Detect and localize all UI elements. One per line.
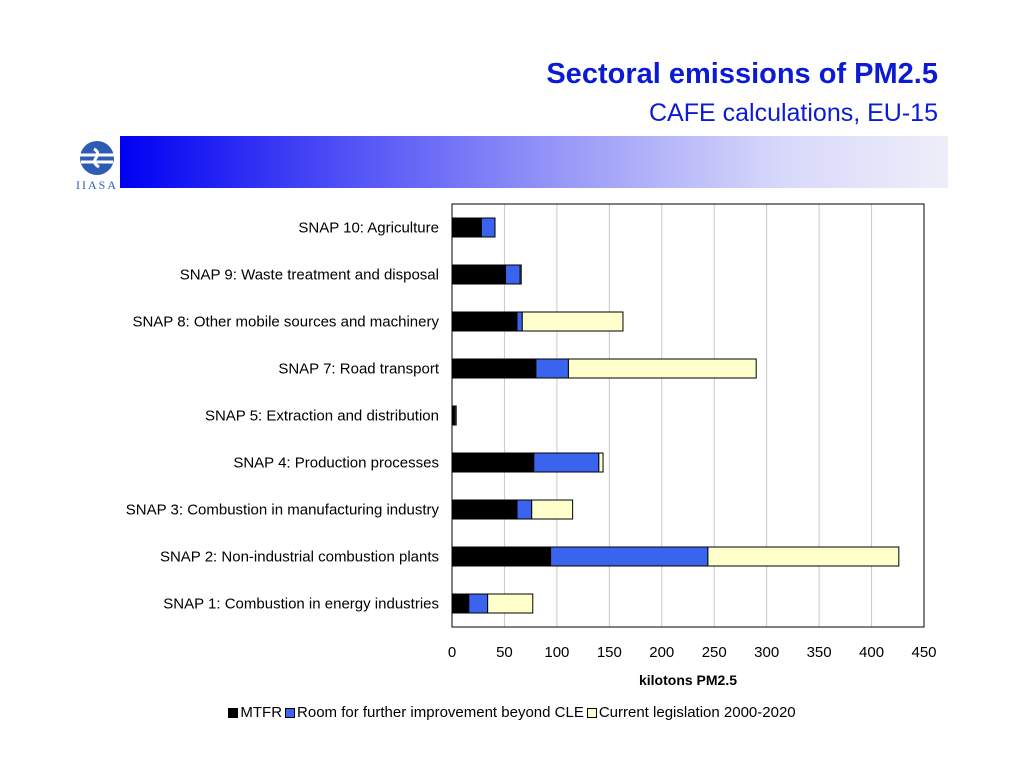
bar-segment xyxy=(480,217,496,238)
bar-chart: SNAP 10: Agriculture SNAP 9: Waste treatm… xyxy=(126,203,937,688)
bar-segment xyxy=(451,311,518,332)
x-tick-label: 250 xyxy=(702,644,727,661)
header-banner xyxy=(120,136,948,188)
legend-label: MTFR xyxy=(240,704,283,721)
x-tick-label: 300 xyxy=(754,644,779,661)
bar-segment xyxy=(550,546,709,567)
bar-segment xyxy=(598,452,604,473)
bar-segment xyxy=(451,217,482,238)
legend-label: Current legislation 2000-2020 xyxy=(598,704,796,721)
bar-segment xyxy=(516,311,523,332)
category-label: SNAP 5: Extraction and distribution xyxy=(205,408,439,425)
x-tick-label: 200 xyxy=(649,644,674,661)
iiasa-logo-icon: IIASA xyxy=(72,136,122,192)
legend-label: Room for further improvement beyond CLE xyxy=(297,704,584,721)
category-label: SNAP 4: Production processes xyxy=(233,455,439,472)
legend-swatch xyxy=(285,707,296,718)
category-label: SNAP 3: Combustion in manufacturing indu… xyxy=(126,502,440,519)
page-subtitle: CAFE calculations, EU-15 xyxy=(648,99,938,127)
bar-segment xyxy=(451,499,518,520)
bar-segment xyxy=(451,452,535,473)
bar-segment xyxy=(468,593,489,614)
category-label: SNAP 1: Combustion in energy industries xyxy=(163,596,439,613)
category-label: SNAP 2: Non-industrial combustion plants xyxy=(160,549,439,566)
bar-segment xyxy=(521,311,624,332)
legend-item: MTFR xyxy=(228,704,282,721)
bar-segment xyxy=(451,264,506,285)
bar-segment xyxy=(451,546,552,567)
x-tick-label: 450 xyxy=(911,644,936,661)
legend-item: Room for further improvement beyond CLE xyxy=(285,704,584,721)
x-tick-label: 0 xyxy=(448,644,456,661)
x-tick-label: 400 xyxy=(859,644,884,661)
category-label: SNAP 7: Road transport xyxy=(278,361,439,378)
svg-text:IIASA: IIASA xyxy=(76,178,118,192)
legend-item: Current legislation 2000-2020 xyxy=(586,704,796,721)
chart-bars xyxy=(451,217,900,614)
x-tick-label: 100 xyxy=(544,644,569,661)
x-tick-label: 50 xyxy=(496,644,513,661)
bar-segment xyxy=(535,358,569,379)
bar-segment xyxy=(451,358,537,379)
category-label: SNAP 8: Other mobile sources and machine… xyxy=(132,314,439,331)
bar-segment xyxy=(504,264,521,285)
bar-segment xyxy=(519,264,522,285)
legend-swatch xyxy=(228,707,239,718)
page-title: Sectoral emissions of PM2.5 xyxy=(546,58,938,90)
bar-segment xyxy=(533,452,600,473)
x-axis-title: kilotons PM2.5 xyxy=(639,672,737,688)
category-label: SNAP 10: Agriculture xyxy=(298,220,439,237)
bar-segment xyxy=(707,546,900,567)
bar-segment xyxy=(516,499,533,520)
bar-segment xyxy=(451,593,470,614)
x-tick-label: 150 xyxy=(597,644,622,661)
chart-legend: MTFR Room for further improvement beyond … xyxy=(0,704,1024,721)
x-axis-ticks: 0 50 100 150 200 250 300 350 400 450 xyxy=(448,644,937,661)
bar-segment xyxy=(531,499,574,520)
bar-segment xyxy=(567,358,757,379)
category-labels: SNAP 10: Agriculture SNAP 9: Waste treatm… xyxy=(126,220,440,613)
bar-segment xyxy=(487,593,534,614)
legend-swatch xyxy=(586,707,597,718)
category-label: SNAP 9: Waste treatment and disposal xyxy=(180,267,439,284)
bar-segment xyxy=(454,405,457,426)
x-tick-label: 350 xyxy=(807,644,832,661)
